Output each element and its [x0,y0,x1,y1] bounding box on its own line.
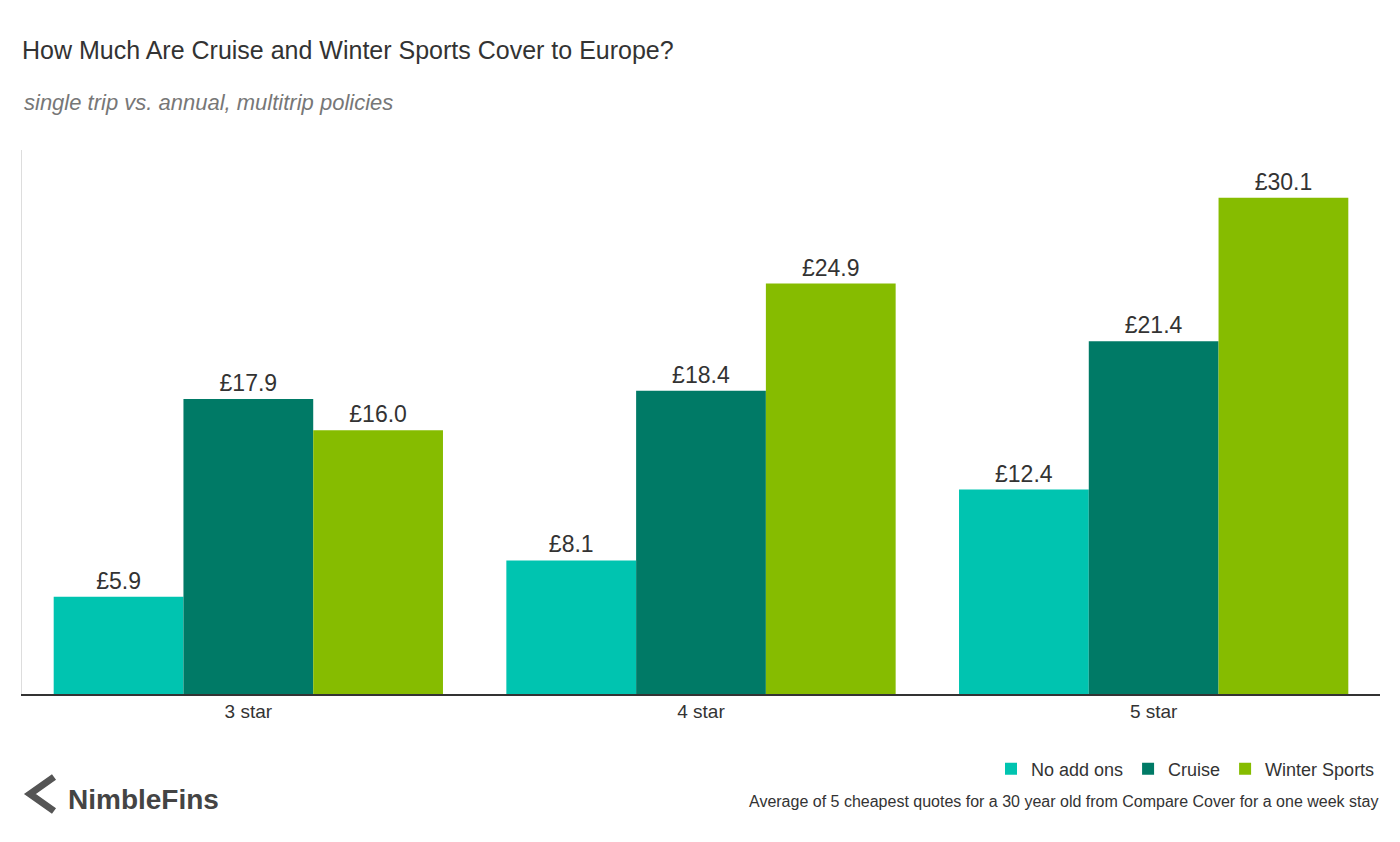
svg-text:NimbleFins: NimbleFins [68,784,219,815]
svg-text:5 star: 5 star [1130,701,1178,722]
svg-text:3 star: 3 star [225,701,273,722]
svg-text:£8.1: £8.1 [549,531,594,557]
svg-text:£12.4: £12.4 [995,461,1053,487]
svg-text:£24.9: £24.9 [802,255,860,281]
svg-text:£21.4: £21.4 [1125,312,1183,338]
svg-text:£5.9: £5.9 [96,568,141,594]
svg-text:No add ons: No add ons [1031,760,1123,780]
svg-text:4 star: 4 star [677,701,725,722]
svg-text:£16.0: £16.0 [349,401,407,427]
svg-text:Cruise: Cruise [1168,760,1220,780]
svg-text:£17.9: £17.9 [220,370,278,396]
svg-text:single trip vs. annual, multit: single trip vs. annual, multitrip polici… [24,90,393,115]
svg-text:Winter Sports: Winter Sports [1265,760,1374,780]
svg-text:Average of 5 cheapest quotes f: Average of 5 cheapest quotes for a 30 ye… [749,793,1378,810]
svg-text:£30.1: £30.1 [1255,169,1313,195]
svg-text:£18.4: £18.4 [672,362,730,388]
svg-text:How Much Are Cruise and Winter: How Much Are Cruise and Winter Sports Co… [22,36,674,64]
